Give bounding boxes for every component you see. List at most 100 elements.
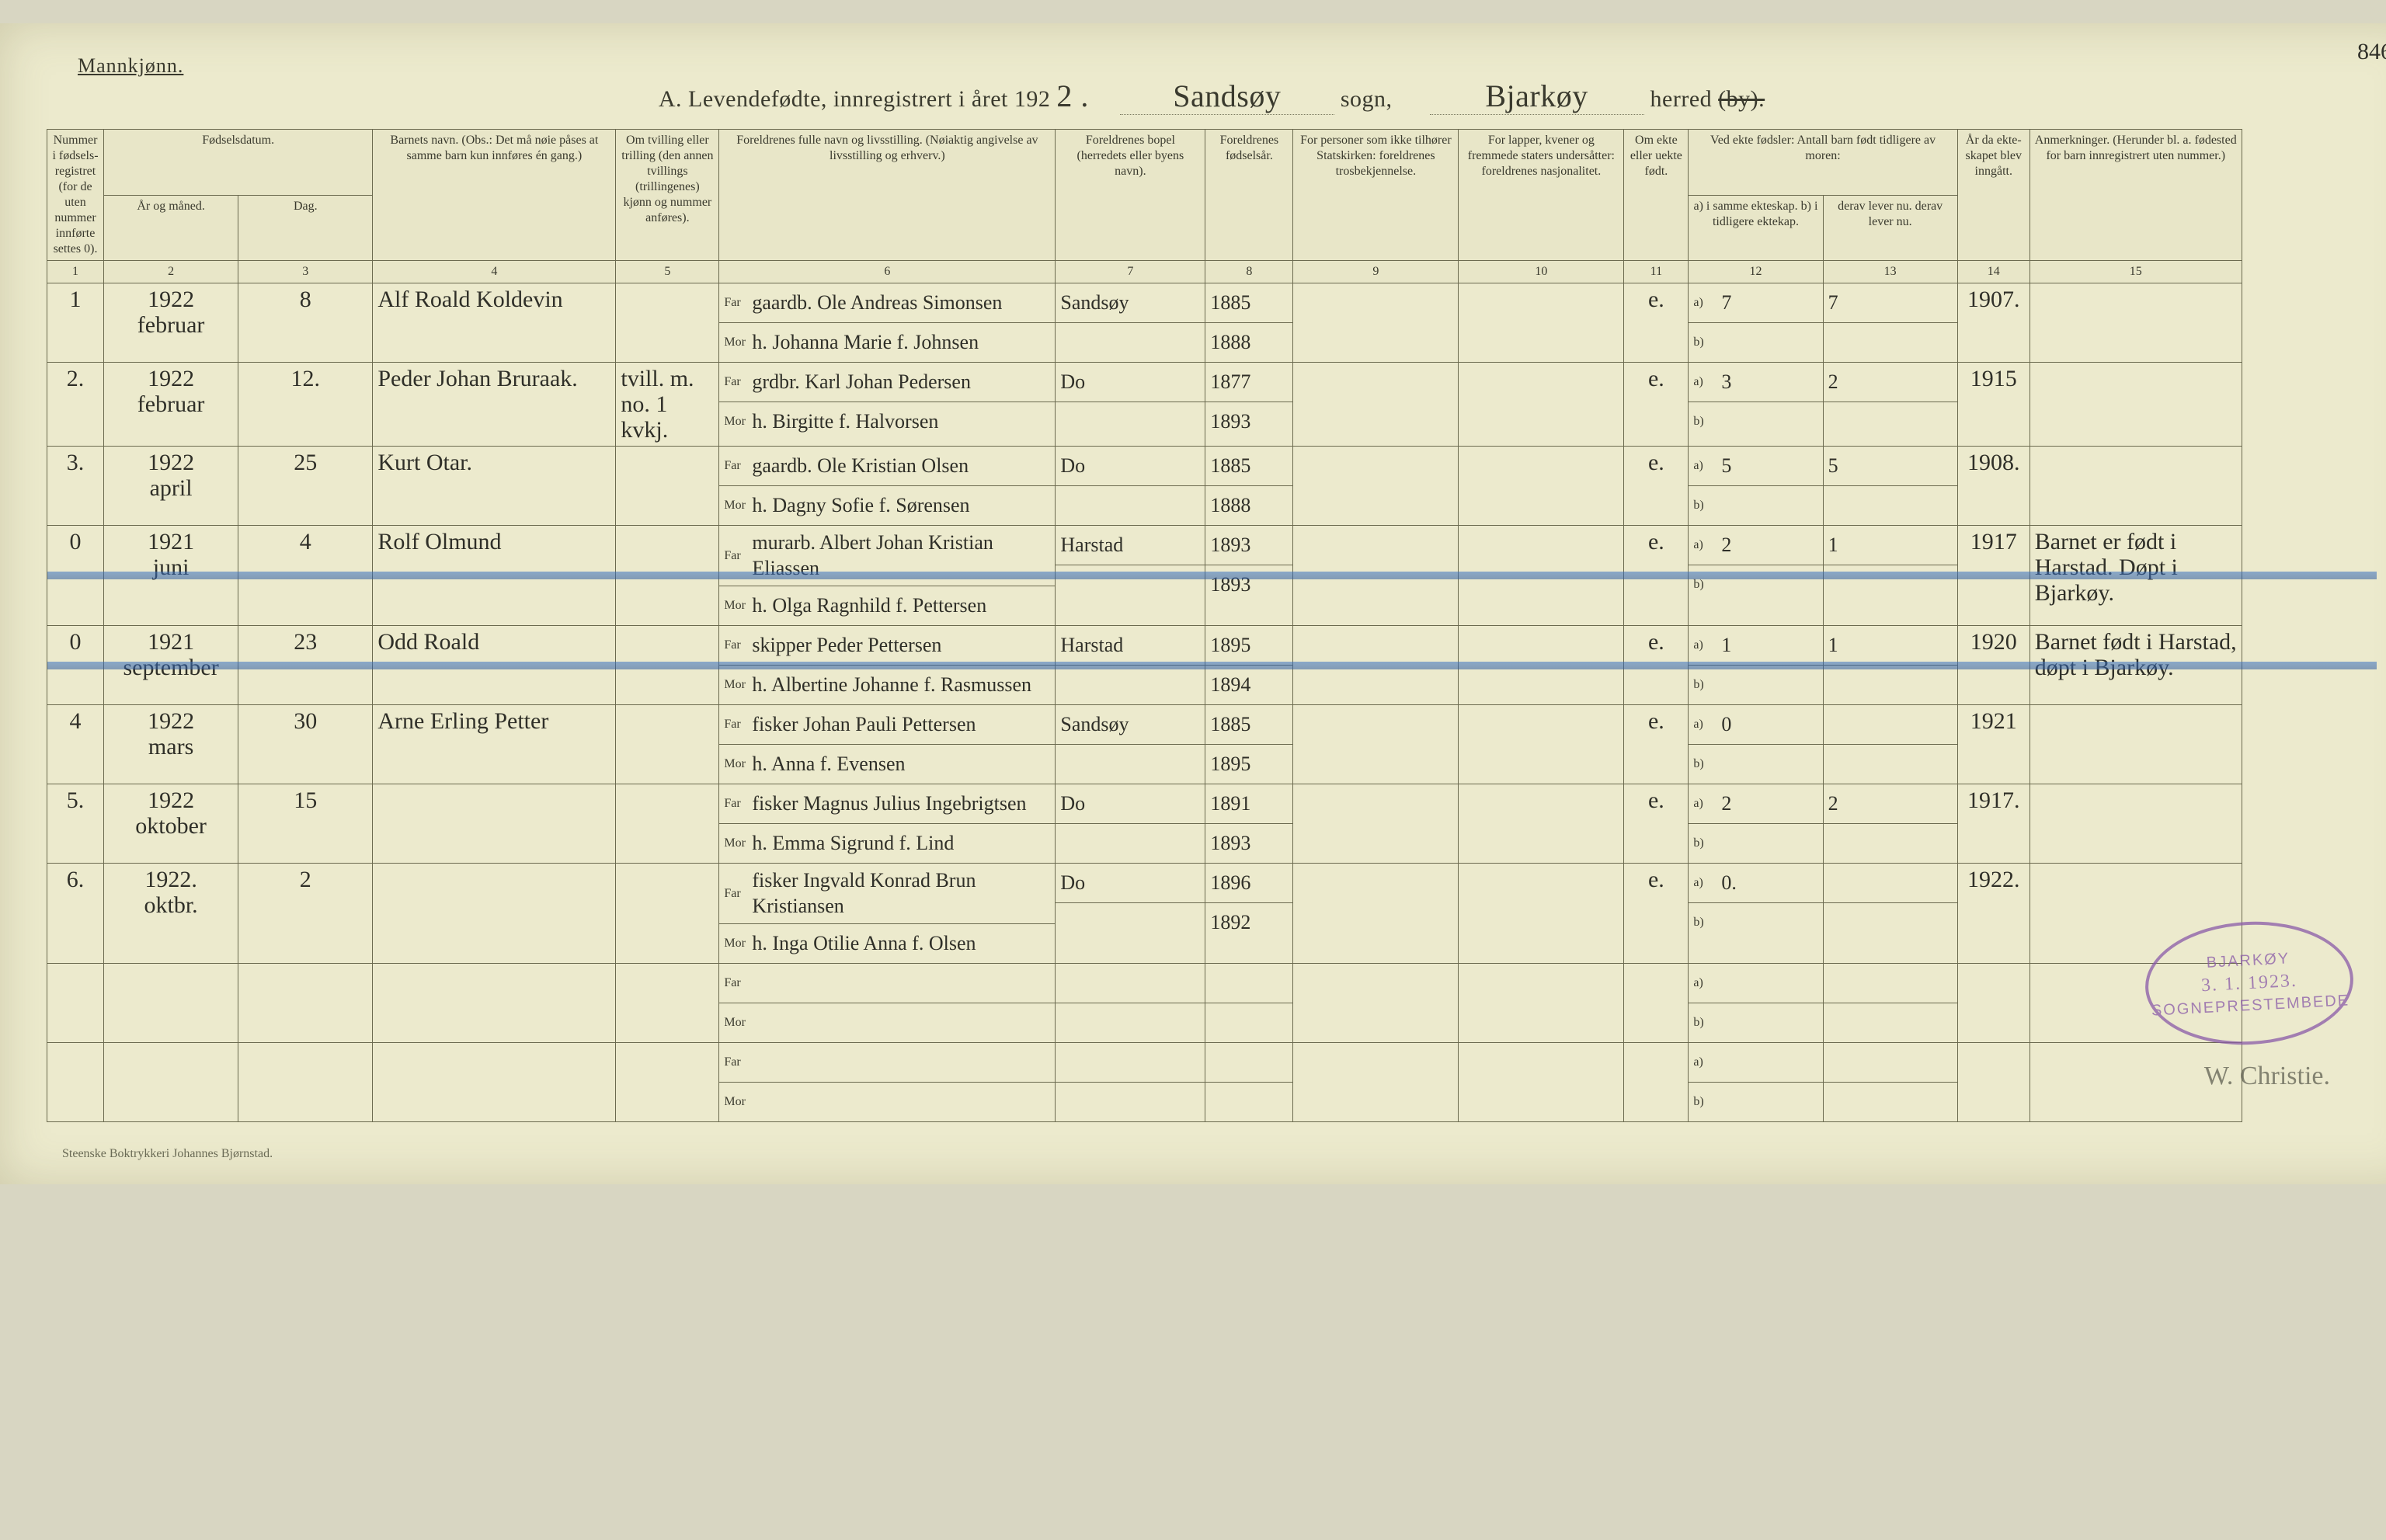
cell-children-count-top-value: 2	[1721, 791, 1731, 817]
cell-num: 1	[47, 283, 104, 363]
cell-day-value: 30	[294, 708, 317, 734]
cell-parents-bottom-label: Mor	[724, 498, 752, 513]
cell-nationality	[1459, 447, 1624, 526]
gender-label: Mannkjønn.	[78, 54, 183, 78]
cell-day: 15	[238, 784, 373, 864]
cell-marriage-year: 1908.	[1957, 447, 2029, 526]
cell-num-value: 0	[70, 529, 82, 554]
cell-legit: e.	[1624, 526, 1689, 626]
cell-residence: Sandsøy	[1056, 283, 1205, 363]
colnum-4: 4	[373, 261, 616, 283]
cell-children-count-top-label: a)	[1693, 717, 1721, 732]
cell-child-name	[373, 864, 616, 964]
cell-marriage-year: 1915	[1957, 363, 2029, 447]
cell-twin	[616, 964, 719, 1043]
cell-parent-years-bottom-value: 1888	[1210, 330, 1250, 356]
cell-num: 4	[47, 705, 104, 784]
cell-parents-bottom-value: h. Inga Otilie Anna f. Olsen	[752, 931, 976, 957]
herred-by-strike: (by).	[1718, 86, 1765, 112]
cell-twin	[616, 526, 719, 626]
cell-child-name-value: Alf Roald Koldevin	[377, 287, 562, 312]
col-2-group-header: Fødselsdatum.	[104, 130, 373, 196]
cell-legit: e.	[1624, 864, 1689, 964]
cell-num-value: 2.	[67, 366, 85, 391]
cell-children-count-top-label: a)	[1693, 537, 1721, 553]
cell-religion	[1293, 363, 1459, 447]
cell-children-alive: 5	[1823, 447, 1957, 526]
cell-children-count-top-label: a)	[1693, 458, 1721, 474]
col-11-header: Om ekte eller uekte født.	[1624, 130, 1689, 261]
cell-marriage-year-value: 1921	[1970, 708, 2017, 734]
cell-year-month-value: 1922 februar	[137, 287, 205, 338]
cell-year-month	[104, 964, 238, 1043]
title-year-suffix: 2 .	[1050, 78, 1095, 113]
cell-parents-bottom-label: Mor	[724, 598, 752, 614]
col-14-header: År da ekte­skapet blev inn­gått.	[1957, 130, 2029, 261]
col-1-header: Nummer i fødsels­registret (for de uten …	[47, 130, 104, 261]
colnum-14: 14	[1957, 261, 2029, 283]
cell-twin: tvill. m. no. 1 kvkj.	[616, 363, 719, 447]
colnum-2: 2	[104, 261, 238, 283]
colnum-3: 3	[238, 261, 373, 283]
cell-parent-years: 18961892	[1205, 864, 1293, 964]
cell-children-count-top-label: a)	[1693, 1055, 1721, 1070]
cell-marriage-year: 1920	[1957, 626, 2029, 705]
cell-children-count-top-label: a)	[1693, 875, 1721, 891]
cell-parents-top-value: fisker Magnus Julius Ingebrigtsen	[752, 791, 1026, 817]
cell-parents-bottom-value: h. Johanna Marie f. Johnsen	[752, 330, 979, 356]
cell-children-alive	[1823, 864, 1957, 964]
sogn-label: sogn,	[1341, 86, 1393, 112]
cell-parents: Farfisker Magnus Julius IngebrigtsenMorh…	[719, 784, 1056, 864]
cell-marriage-year	[1957, 1043, 2029, 1122]
cell-children-alive: 1	[1823, 626, 1957, 705]
sogn-value: Sandsøy	[1120, 78, 1334, 115]
cell-parents-bottom-value: h. Emma Sigrund f. Lind	[752, 831, 954, 857]
cell-residence-top-value: Sandsøy	[1060, 290, 1129, 316]
cell-legit-value: e.	[1648, 287, 1664, 312]
cell-child-name	[373, 784, 616, 864]
cell-nationality	[1459, 526, 1624, 626]
cell-legit-value: e.	[1648, 629, 1664, 655]
cell-legit: e.	[1624, 363, 1689, 447]
cell-num-value: 4	[70, 708, 82, 734]
cell-legit-value: e.	[1648, 450, 1664, 475]
cell-year-month-value: 1922 mars	[148, 708, 194, 760]
cell-day-value: 12.	[291, 366, 321, 391]
cell-remarks	[2029, 447, 2242, 526]
cell-children-count-top-value: 0.	[1721, 871, 1737, 896]
cell-parents-top-value: fisker Johan Pauli Pettersen	[752, 712, 976, 738]
cell-parents-bottom-label: Mor	[724, 1015, 752, 1031]
cell-parent-years-top-value: 1885	[1210, 712, 1250, 738]
cell-parents: FarMor	[719, 1043, 1056, 1122]
table-row: 5.1922 oktober15Farfisker Magnus Julius …	[47, 784, 2377, 864]
cell-residence-top-value: Harstad	[1060, 533, 1123, 558]
cell-residence: Do	[1056, 447, 1205, 526]
stamp-date: 3. 1. 1923.	[2200, 970, 2297, 996]
cell-residence-top-value: Do	[1060, 454, 1085, 479]
cell-parents-bottom-label: Mor	[724, 677, 752, 693]
cell-parent-years: 18771893	[1205, 363, 1293, 447]
cell-children-alive-top-value: 7	[1828, 290, 1838, 316]
cell-marriage-year-value: 1915	[1970, 366, 2017, 391]
cell-day-value: 23	[294, 629, 317, 655]
cell-year-month-value: 1922. oktbr.	[144, 867, 198, 918]
cell-religion	[1293, 964, 1459, 1043]
cell-legit: e.	[1624, 784, 1689, 864]
cell-day-value: 2	[300, 867, 311, 892]
cell-year-month-value: 1922 oktober	[135, 787, 207, 839]
cell-parents-bottom-value: h. Olga Ragnhild f. Pettersen	[752, 593, 986, 619]
table-row: 3.1922 april25Kurt Otar.Fargaardb. Ole K…	[47, 447, 2377, 526]
cell-parents-top-label: Far	[724, 295, 752, 311]
cell-children-count: a)1b)	[1689, 626, 1823, 705]
cell-children-alive	[1823, 705, 1957, 784]
colnum-7: 7	[1056, 261, 1205, 283]
cell-parents: Farfisker Johan Pauli PettersenMorh. Ann…	[719, 705, 1056, 784]
cell-day-value: 4	[300, 529, 311, 554]
title-prefix: A. Levendefødte, innregistrert i året 19…	[659, 86, 1050, 112]
cell-parents-top-label: Far	[724, 975, 752, 991]
cell-marriage-year: 1917	[1957, 526, 2029, 626]
table-row: FarMora)b)	[47, 964, 2377, 1043]
cell-parents-bottom-value: h. Dagny Sofie f. Sørensen	[752, 493, 969, 519]
cell-parent-years: 18851895	[1205, 705, 1293, 784]
cell-residence: Sandsøy	[1056, 705, 1205, 784]
